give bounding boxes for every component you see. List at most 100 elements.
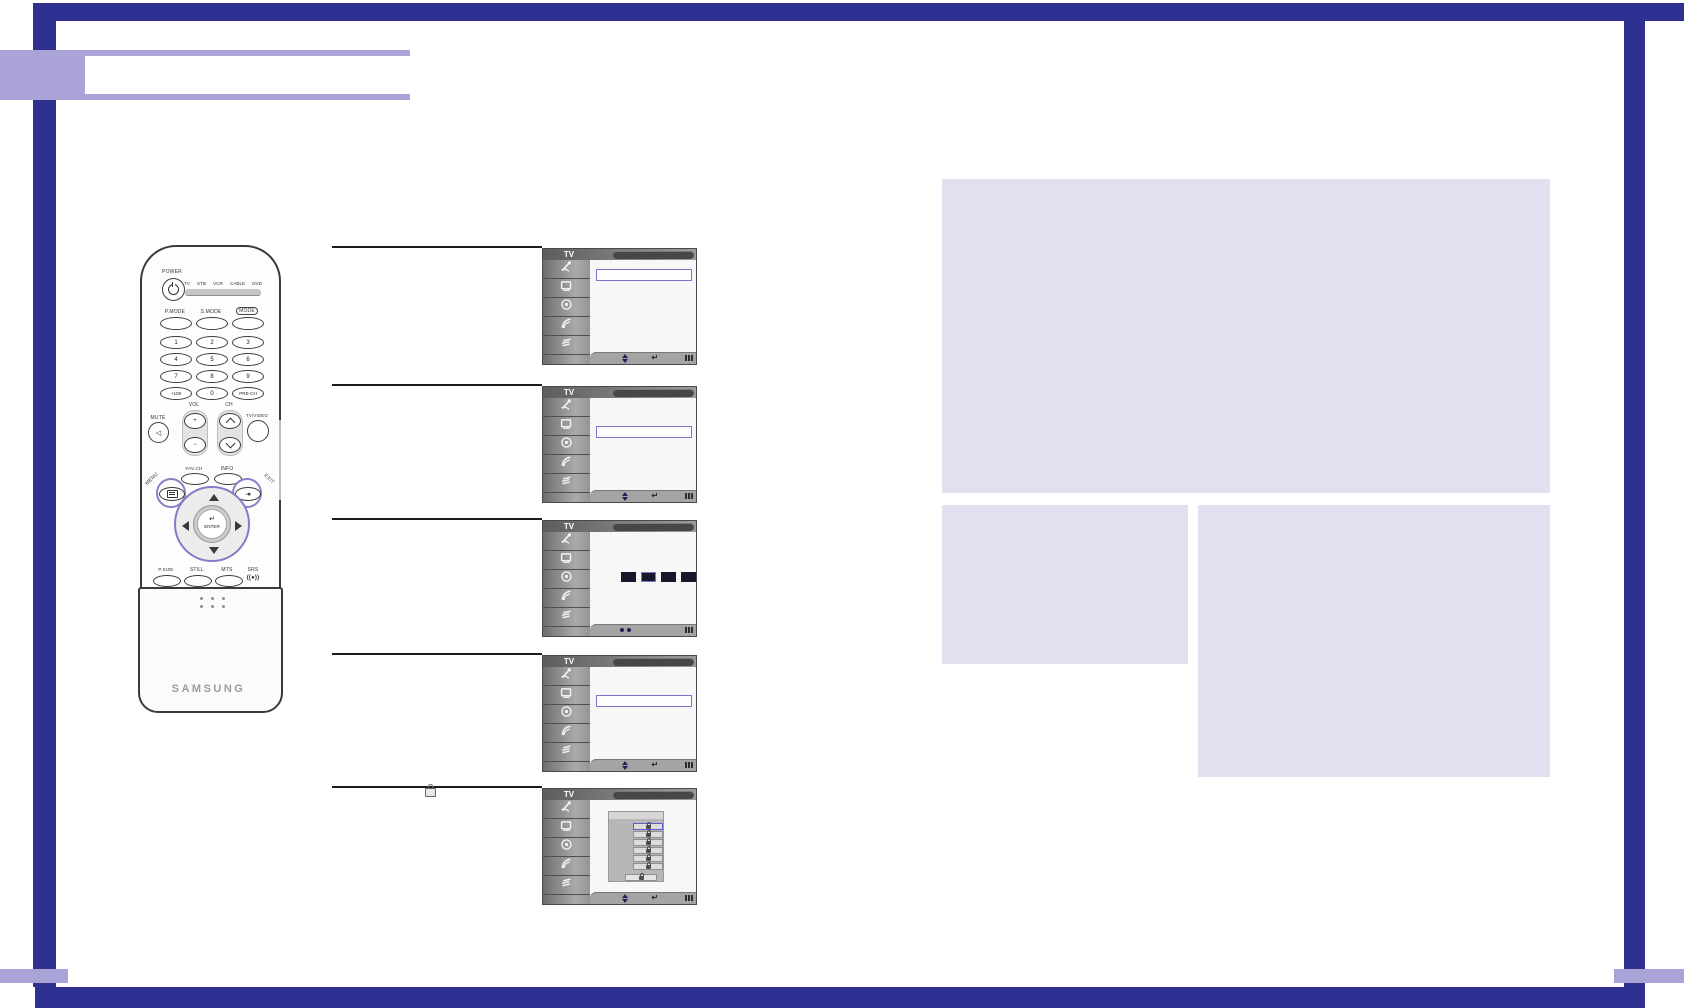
sidebar-item-input-antenna (543, 260, 590, 279)
lock-list-row-6 (633, 861, 663, 870)
setup-icon (560, 608, 573, 626)
picture-icon (560, 551, 573, 569)
picture-icon (560, 686, 573, 704)
note-block-large (942, 179, 1550, 493)
key-1: 1 (160, 336, 192, 349)
tv-menu-header: TV (543, 789, 696, 800)
menu-button (159, 487, 185, 501)
smode-button (196, 317, 228, 330)
key-3: 3 (232, 336, 264, 349)
sidebar-item-picture (543, 686, 590, 705)
move-updown-icon (621, 894, 628, 903)
note-block-small-left (942, 505, 1188, 664)
enter-icon: ↵ (651, 760, 659, 769)
tv-menu-screen-1: TV ↵ (542, 248, 697, 365)
indicator-tv: TV (184, 281, 190, 286)
tv-menu-content (590, 398, 696, 491)
tv-menu-sidebar (543, 800, 590, 904)
enter-icon: ↵ (651, 353, 659, 362)
vol-label: VOL (188, 402, 200, 408)
move-updown-icon (621, 492, 628, 501)
key-9: 9 (232, 370, 264, 383)
step-text-area (332, 248, 532, 358)
note-block-small-right (1198, 505, 1550, 777)
menu-highlight-ring (156, 478, 186, 508)
lock-list-row-2 (633, 829, 663, 838)
enter-button-outer: ↵ ENTER (193, 505, 231, 543)
tv-video-label: TV/VIDEO (245, 413, 269, 418)
tv-menu-header-label: TV (563, 522, 575, 531)
menu-title-bar (613, 658, 694, 666)
input-antenna-icon (560, 667, 573, 685)
power-icon (168, 282, 179, 295)
tv-menu-footer: ↵ (590, 352, 696, 364)
menu-bars-icon (685, 627, 693, 633)
sidebar-item-channel-dish (543, 724, 590, 743)
key-+100: +100 (160, 387, 192, 400)
power-label: POWER (162, 269, 182, 275)
tv-menu-content (590, 532, 696, 625)
remote-side-line (279, 420, 281, 500)
sidebar-item-picture (543, 819, 590, 838)
chevron-up-icon (225, 417, 235, 428)
page-border-top (33, 3, 1684, 21)
psize-label: P.SIZE (158, 567, 174, 572)
page-border-right (1624, 3, 1645, 1008)
picture-icon (560, 819, 573, 837)
tv-menu-header: TV (543, 656, 696, 667)
key-pre-ch: PRE-CH (232, 387, 264, 400)
still-label: STILL (189, 567, 205, 573)
sound-icon (560, 436, 573, 454)
sidebar-item-channel-dish (543, 317, 590, 336)
step-text-area (332, 655, 532, 765)
brand-logo: SAMSUNG (171, 683, 246, 695)
sidebar-item-setup (543, 336, 590, 355)
tv-menu-header: TV (543, 249, 696, 260)
padlock-icon (645, 861, 651, 869)
padlock-icon (645, 837, 651, 845)
sidebar-item-sound (543, 838, 590, 857)
exit-arrow-icon: ⇥ (245, 491, 251, 498)
chevron-down-icon (225, 438, 235, 449)
move-updown-icon (621, 354, 628, 363)
input-antenna-icon (560, 398, 573, 416)
menu-bars-icon (685, 493, 693, 499)
lock-list-row-4 (633, 845, 663, 854)
channel-up-button (219, 413, 241, 429)
step-text-area (332, 520, 532, 630)
step-text-area (332, 386, 532, 496)
sound-icon (560, 570, 573, 588)
sidebar-item-picture (543, 417, 590, 436)
still-button (184, 575, 212, 587)
channel-dish-icon (560, 317, 573, 335)
tv-menu-header-label: TV (563, 790, 575, 799)
channel-dish-icon (560, 455, 573, 473)
sound-icon (560, 298, 573, 316)
picture-icon (560, 417, 573, 435)
input-antenna-icon (560, 532, 573, 550)
tv-menu-content (590, 800, 696, 893)
padlock-icon (645, 853, 651, 861)
arrow-down-icon (209, 547, 219, 554)
tv-menu-content (590, 260, 696, 353)
tv-menu-header-label: TV (563, 250, 575, 259)
channel-dish-icon (560, 857, 573, 875)
indicator-dvd: DVD (252, 281, 262, 286)
selected-menu-item-box (596, 269, 692, 281)
move-updown-icon (621, 761, 628, 770)
indicator-stb: STB (197, 281, 206, 286)
ch-label: CH (225, 402, 233, 408)
info-label: INFO (220, 466, 234, 472)
lock-list-row-change-pin (625, 872, 657, 881)
enter-icon: ↵ (209, 516, 215, 523)
speaker-mute-icon: ◁ (155, 429, 162, 437)
step-divider (332, 518, 542, 520)
padlock-icon (645, 829, 651, 837)
sidebar-item-input-antenna (543, 667, 590, 686)
input-antenna-icon (560, 260, 573, 278)
sidebar-item-setup (543, 608, 590, 627)
sidebar-item-sound (543, 705, 590, 724)
menu-title-bar (613, 389, 694, 397)
accent-band-bottom-right (1614, 969, 1684, 983)
